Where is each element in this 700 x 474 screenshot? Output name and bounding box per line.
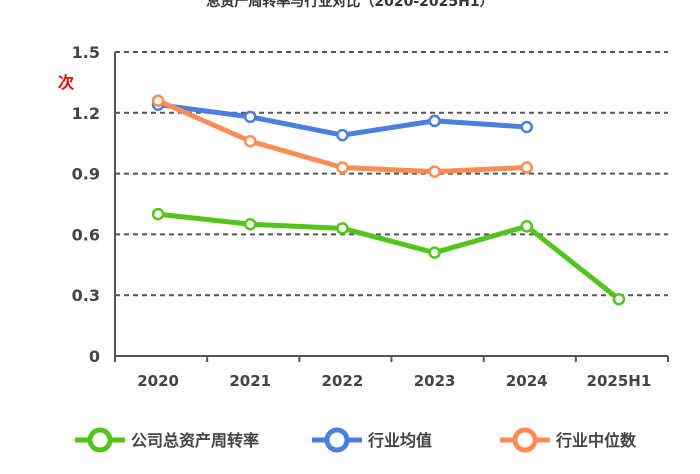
- legend-item: 公司总资产周转率: [75, 427, 259, 453]
- data-point: [336, 128, 349, 142]
- data-point: [428, 114, 441, 128]
- data-point: [520, 161, 533, 174]
- data-point: [520, 120, 533, 134]
- y-tick-label: 0: [89, 347, 100, 366]
- y-tick-label: 0.9: [72, 165, 100, 184]
- legend-item: 行业均值: [312, 427, 432, 453]
- data-point: [244, 134, 257, 148]
- data-point: [151, 94, 165, 107]
- chart-title: 总资产周转率与行业对比（2020-2025H1）: [206, 0, 493, 10]
- x-tick-label: 2022: [322, 372, 364, 390]
- x-tick-label: 2024: [506, 372, 548, 390]
- data-point: [336, 161, 349, 174]
- data-point: [151, 207, 165, 221]
- x-tick-label: 2023: [414, 372, 456, 390]
- x-tick-label: 2020: [137, 372, 179, 390]
- data-point: [244, 218, 257, 231]
- legend-marker: [512, 427, 538, 453]
- x-tick-label: 2025H1: [587, 372, 652, 390]
- data-point: [336, 222, 349, 235]
- legend-marker: [87, 427, 113, 453]
- data-point: [428, 165, 441, 178]
- legend-item: 行业中位数: [500, 427, 637, 453]
- legend-label: 公司总资产周转率: [131, 431, 259, 450]
- series-line: [157, 211, 621, 302]
- legend-label: 行业中位数: [555, 431, 637, 450]
- y-axis-label: 次: [58, 73, 74, 92]
- data-point: [612, 293, 626, 306]
- y-tick-label: 1.2: [72, 104, 100, 123]
- data-point: [244, 110, 257, 124]
- legend-marker: [324, 427, 350, 453]
- data-point: [428, 246, 441, 259]
- y-tick-label: 1.5: [72, 43, 100, 62]
- legend-label: 行业均值: [367, 431, 432, 450]
- data-point: [520, 220, 533, 233]
- y-tick-label: 0.6: [72, 225, 100, 244]
- x-tick-label: 2021: [229, 372, 271, 390]
- y-tick-label: 0.3: [72, 286, 100, 305]
